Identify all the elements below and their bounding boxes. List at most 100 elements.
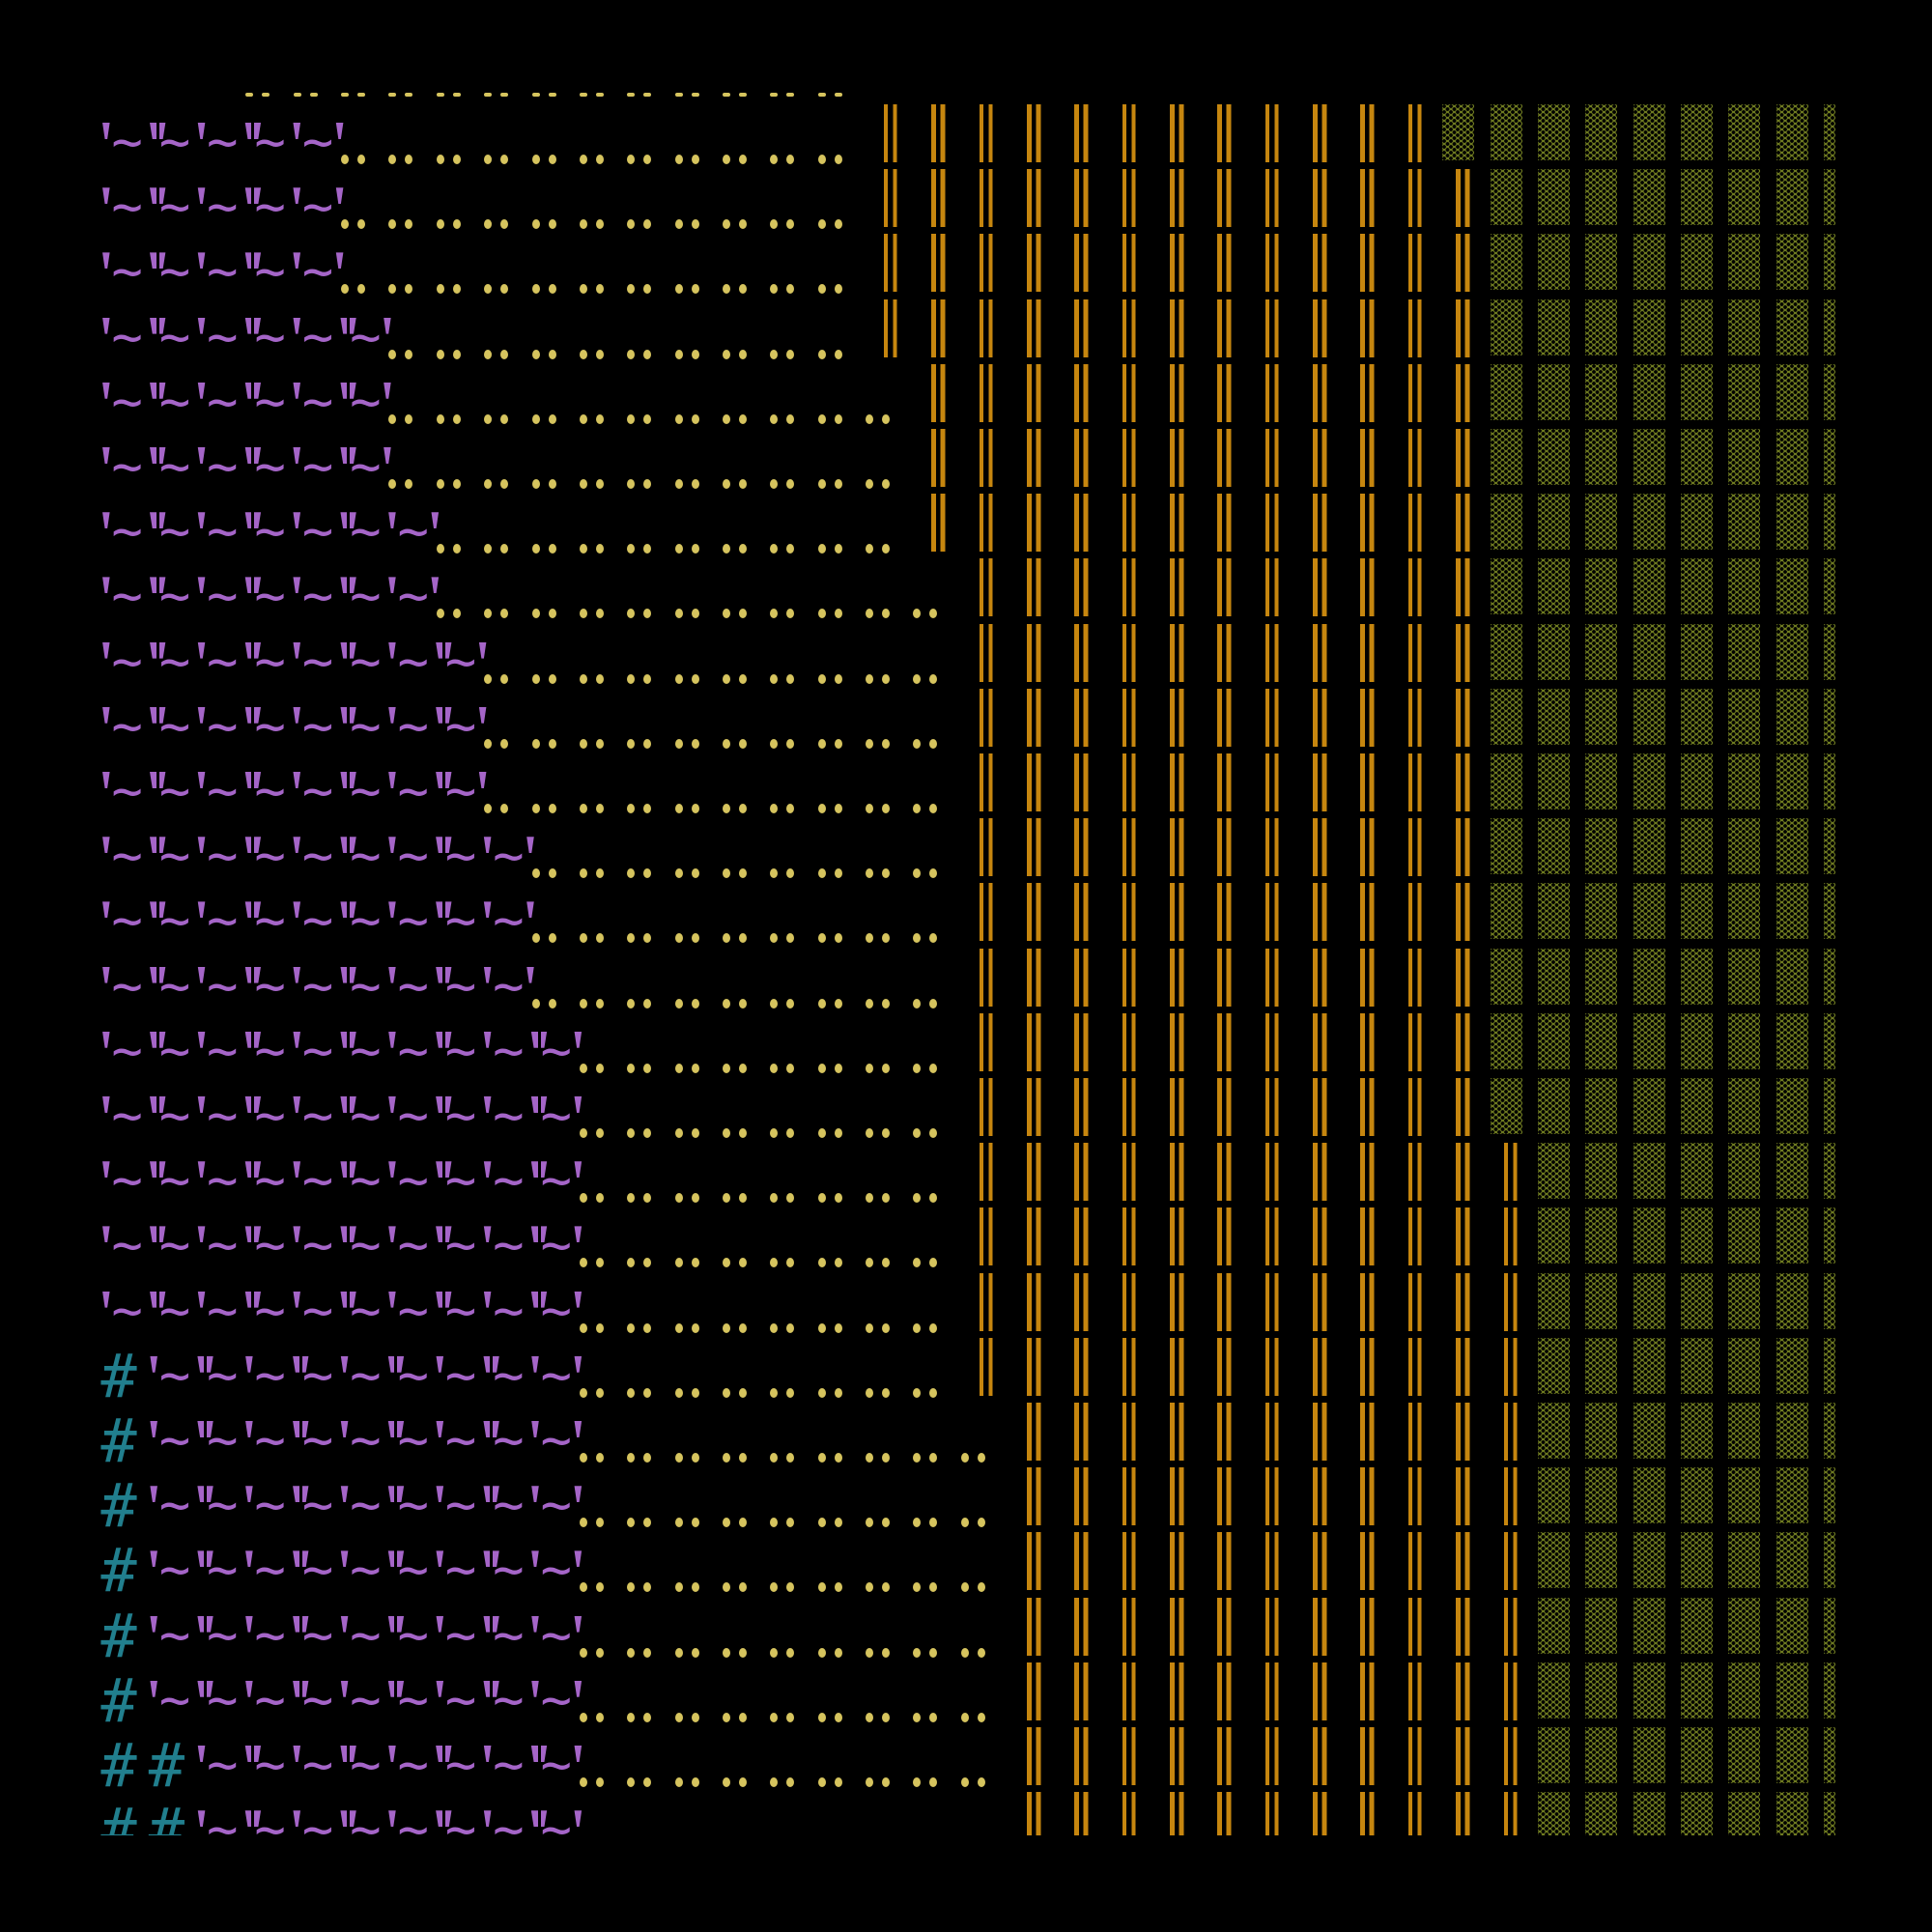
- water-wave-tile[interactable]: ~: [291, 1333, 338, 1401]
- ground-dots-tile[interactable]: [574, 1009, 624, 1073]
- tall-bars-tile[interactable]: [1196, 1268, 1243, 1333]
- water-wave-tile[interactable]: ~: [148, 554, 195, 622]
- water-wave-tile[interactable]: ~: [148, 619, 195, 687]
- tall-bars-tile[interactable]: [1435, 1593, 1482, 1658]
- dense-shade-tile[interactable]: [1483, 99, 1530, 164]
- ground-dots-tile[interactable]: [574, 1138, 624, 1204]
- tall-bars-tile[interactable]: [1387, 813, 1435, 878]
- water-wave-tile[interactable]: ~: [195, 1138, 242, 1207]
- water-wave-tile[interactable]: ~: [242, 229, 290, 298]
- water-wave-tile[interactable]: ~: [195, 1009, 242, 1076]
- ground-dots-tile[interactable]: [481, 164, 528, 230]
- water-wave-tile[interactable]: ~: [195, 1787, 242, 1835]
- ground-dots-tile[interactable]: [815, 424, 863, 489]
- water-wave-tile[interactable]: ~: [99, 1138, 147, 1207]
- dense-shade-tile[interactable]: [1530, 1658, 1577, 1722]
- water-wave-tile[interactable]: ~: [99, 99, 147, 168]
- dense-shade-tile[interactable]: [1720, 684, 1768, 749]
- tall-bars-tile[interactable]: [1435, 1009, 1482, 1073]
- tall-bars-tile[interactable]: [1053, 229, 1100, 294]
- ground-dots-tile[interactable]: [481, 359, 528, 424]
- tall-bars-tile[interactable]: [1435, 1268, 1482, 1333]
- dense-shade-tile[interactable]: [1577, 1073, 1625, 1138]
- water-wave-tile[interactable]: ~: [195, 1658, 242, 1725]
- dense-shade-tile[interactable]: [1626, 1009, 1673, 1073]
- water-wave-tile[interactable]: ~: [195, 1333, 242, 1401]
- dense-shade-tile[interactable]: [1626, 489, 1673, 554]
- water-wave-tile[interactable]: ~: [338, 1398, 385, 1466]
- water-wave-tile[interactable]: ~: [195, 619, 242, 687]
- tall-bars-tile[interactable]: [958, 229, 1006, 294]
- dense-shade-tile[interactable]: [1483, 944, 1530, 1009]
- clipped-dots-tile[interactable]: [672, 35, 720, 99]
- dense-shade-tile[interactable]: [1577, 1658, 1625, 1722]
- dense-shade-tile[interactable]: [1720, 1593, 1768, 1658]
- ground-dots-tile[interactable]: [529, 359, 577, 424]
- water-wave-tile[interactable]: ~: [434, 619, 481, 687]
- dense-shade-tile[interactable]: [1577, 359, 1625, 424]
- tall-bars-tile[interactable]: [1339, 359, 1386, 424]
- tall-bars-tile[interactable]: [1339, 489, 1386, 554]
- ground-dots-tile[interactable]: [767, 99, 814, 164]
- dense-shade-tile[interactable]: [1626, 1658, 1673, 1722]
- water-wave-tile[interactable]: ~: [242, 1333, 290, 1401]
- water-wave-tile[interactable]: ~: [99, 489, 147, 557]
- water-wave-tile[interactable]: ~: [195, 489, 242, 557]
- ground-dots-tile[interactable]: [577, 99, 624, 164]
- dense-shade-tile[interactable]: [1577, 164, 1625, 229]
- water-wave-tile[interactable]: ~: [195, 1268, 242, 1336]
- water-wave-tile[interactable]: ~: [195, 878, 242, 947]
- tall-bars-tile[interactable]: [1292, 1138, 1339, 1203]
- dense-shade-tile[interactable]: [1673, 1722, 1720, 1787]
- water-wave-tile[interactable]: ~: [99, 813, 147, 882]
- ground-dots-tile[interactable]: [720, 1527, 767, 1593]
- dense-shade-tile[interactable]: [1816, 489, 1835, 554]
- water-wave-tile[interactable]: ~: [434, 944, 481, 1011]
- dense-shade-tile[interactable]: [1769, 1527, 1816, 1592]
- water-wave-tile[interactable]: ~: [99, 554, 147, 622]
- dense-shade-tile[interactable]: [1626, 1203, 1673, 1267]
- dense-shade-tile[interactable]: [1673, 1138, 1720, 1203]
- tall-bars-tile[interactable]: [1196, 1333, 1243, 1398]
- tall-bars-tile[interactable]: [958, 1203, 1006, 1267]
- water-wave-tile[interactable]: ~: [242, 424, 290, 493]
- tall-bars-tile[interactable]: [1196, 164, 1243, 229]
- water-wave-tile[interactable]: ~: [195, 164, 242, 233]
- tall-bars-tile[interactable]: [1244, 1268, 1292, 1333]
- tall-bars-tile[interactable]: [1149, 1722, 1196, 1787]
- water-wave-tile[interactable]: ~: [434, 1268, 481, 1336]
- ground-dots-tile[interactable]: [624, 1658, 671, 1722]
- clipped-dots-tile[interactable]: [385, 35, 433, 99]
- ground-dots-tile[interactable]: [767, 813, 814, 879]
- ground-dots-tile[interactable]: [481, 229, 528, 295]
- ground-dots-tile[interactable]: [863, 1138, 910, 1204]
- dense-shade-tile[interactable]: [1673, 99, 1720, 164]
- water-wave-tile[interactable]: ~: [242, 1527, 290, 1596]
- ground-dots-tile[interactable]: [672, 1333, 720, 1398]
- dense-shade-tile[interactable]: [1530, 1073, 1577, 1138]
- tall-bars-tile[interactable]: [1483, 1722, 1530, 1787]
- water-wave-tile[interactable]: ~: [242, 1787, 290, 1835]
- ground-dots-tile[interactable]: [577, 229, 624, 295]
- tall-bars-tile[interactable]: [1101, 99, 1149, 164]
- ground-dots-tile[interactable]: [720, 1333, 767, 1398]
- water-wave-tile[interactable]: ~: [242, 554, 290, 622]
- ground-dots-tile[interactable]: [624, 164, 671, 230]
- ground-dots-tile[interactable]: [384, 424, 433, 489]
- ground-dots-tile[interactable]: [624, 749, 671, 813]
- dense-shade-tile[interactable]: [1673, 944, 1720, 1009]
- dense-shade-tile[interactable]: [1530, 749, 1577, 813]
- water-wave-tile[interactable]: ~: [242, 1268, 290, 1336]
- ground-dots-tile[interactable]: [910, 749, 957, 813]
- water-wave-tile[interactable]: ~: [291, 684, 338, 752]
- ground-dots-tile[interactable]: [624, 229, 671, 295]
- ground-dots-tile[interactable]: [624, 1268, 671, 1333]
- dense-shade-tile[interactable]: [1483, 489, 1530, 554]
- dense-shade-tile[interactable]: [1816, 554, 1835, 618]
- tall-bars-tile[interactable]: [1196, 295, 1243, 359]
- tall-bars-tile[interactable]: [1006, 944, 1053, 1009]
- tall-bars-tile[interactable]: [1244, 1009, 1292, 1073]
- tall-bars-tile[interactable]: [1244, 229, 1292, 294]
- water-wave-tile[interactable]: ~: [434, 1593, 481, 1661]
- dense-shade-tile[interactable]: [1720, 99, 1768, 164]
